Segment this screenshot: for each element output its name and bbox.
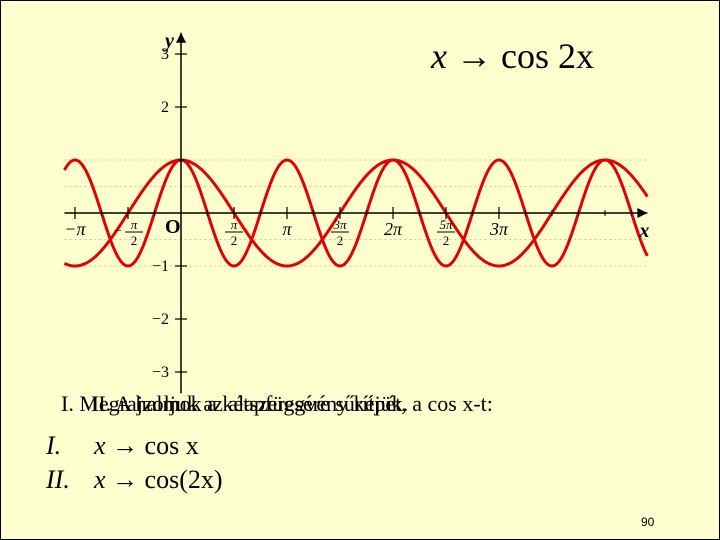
roman-formulas: I.x → cos xII.x → cos(2x): [46, 429, 223, 497]
svg-text:2: 2: [337, 233, 344, 248]
svg-text:2: 2: [131, 233, 138, 248]
svg-text:3π: 3π: [332, 217, 347, 232]
svg-text:−3: −3: [152, 364, 169, 381]
svg-text:O: O: [165, 216, 181, 238]
slide: −π−π2π2π3π22π5π23π32−1−2−3yxO x → cos 2x…: [0, 0, 720, 540]
svg-text:−1: −1: [152, 258, 169, 275]
page-number: 90: [641, 515, 654, 529]
svg-text:−: −: [114, 224, 122, 239]
page-number-value: 90: [641, 515, 654, 529]
svg-text:2: 2: [161, 99, 169, 116]
svg-text:y: y: [163, 30, 174, 52]
svg-text:3π: 3π: [489, 219, 509, 239]
svg-text:2: 2: [231, 233, 238, 248]
svg-text:π: π: [231, 217, 238, 232]
svg-text:2: 2: [443, 233, 450, 248]
title-formula: x → cos 2x: [431, 35, 594, 77]
svg-text:−π: −π: [64, 219, 86, 239]
svg-text:x: x: [638, 220, 649, 242]
svg-text:π: π: [131, 217, 138, 232]
svg-text:5π: 5π: [439, 217, 453, 232]
svg-text:π: π: [282, 219, 292, 239]
svg-text:2π: 2π: [384, 219, 403, 239]
svg-text:−2: −2: [152, 311, 169, 328]
